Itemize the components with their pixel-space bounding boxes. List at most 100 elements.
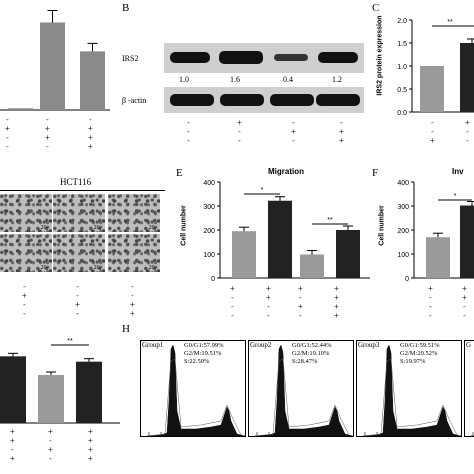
treatment-sign: + <box>465 118 470 127</box>
band <box>270 94 314 106</box>
bar <box>40 22 65 110</box>
treatment-sign: + <box>428 284 433 293</box>
y-tick-label: 100 <box>203 252 215 259</box>
treatment-sign: + <box>88 445 93 454</box>
treatment-sign: + <box>462 284 467 293</box>
cell-cycle-stat: G2/M:19.10% <box>292 350 330 357</box>
magnification-label: 20× <box>148 225 158 231</box>
treatment-sign: - <box>430 127 435 136</box>
treatment-sign: + <box>298 284 303 293</box>
cell-image: 20× <box>0 194 52 232</box>
treatment-sign: - <box>230 293 235 302</box>
y-tick-label: 2.0 <box>397 18 407 25</box>
significance-star: * <box>261 187 264 194</box>
group-label: Group2 <box>250 341 272 349</box>
panel-a-chart <box>0 10 110 111</box>
y-tick-label: 0 <box>211 276 215 282</box>
treatment-sign: - <box>22 309 27 318</box>
significance-star: * <box>454 193 457 200</box>
group-label: Group1 <box>142 341 164 349</box>
treatment-sign: + <box>75 300 80 309</box>
treatment-sign: + <box>88 133 93 142</box>
blot-value: 0.4 <box>283 75 293 84</box>
y-tick-label: 100 <box>397 252 409 259</box>
treatment-sign: - <box>465 127 470 136</box>
bar <box>8 108 33 110</box>
treatment-sign: - <box>48 454 53 463</box>
band <box>170 94 214 106</box>
cell-cycle-stat: G0/G1:57.99% <box>184 342 224 349</box>
cell-image: 20× <box>108 194 160 232</box>
magnification-label: 20× <box>148 265 158 271</box>
treatment-sign: - <box>428 302 433 311</box>
significance-star: ** <box>67 338 73 345</box>
treatment-sign: + <box>237 118 242 127</box>
treatment-sign: - <box>465 136 470 145</box>
significance-star: ** <box>327 217 333 224</box>
panel-e-letter: E <box>176 167 183 179</box>
treatment-sign: + <box>5 124 10 133</box>
treatment-sign: + <box>334 302 339 311</box>
group-label: G <box>466 341 472 349</box>
treatment-sign: - <box>339 118 344 127</box>
treatment-sign: + <box>88 124 93 133</box>
magnification-label: 20× <box>40 225 50 231</box>
treatment-sign: + <box>10 427 15 436</box>
treatment-sign: - <box>75 309 80 318</box>
blot-value: 1.0 <box>179 75 189 84</box>
treatment-sign: - <box>130 282 135 291</box>
y-tick-label: 0.0 <box>397 110 407 117</box>
panel-h-letter: H <box>122 323 130 335</box>
blot-value: 1.2 <box>332 75 342 84</box>
blot-label-irs2: IRS2 <box>122 54 139 63</box>
treatment-sign: - <box>462 311 467 320</box>
bar <box>426 237 450 278</box>
treatment-sign: - <box>22 300 27 309</box>
treatment-sign: - <box>298 311 303 320</box>
panel-d-title: HCT116 <box>60 177 92 187</box>
cell-cycle-stat: S:19.97% <box>400 358 426 365</box>
treatment-sign: + <box>10 436 15 445</box>
treatment-sign: + <box>48 427 53 436</box>
bar <box>232 231 256 278</box>
bar <box>460 43 474 112</box>
blot-actin <box>164 87 364 113</box>
treatment-sign: + <box>88 427 93 436</box>
treatment-sign: + <box>88 436 93 445</box>
treatment-sign: + <box>48 445 53 454</box>
bar <box>300 254 324 278</box>
treatment-sign: - <box>186 136 191 145</box>
treatment-sign: - <box>462 302 467 311</box>
y-tick-label: 300 <box>203 204 215 211</box>
treatment-sign: - <box>230 311 235 320</box>
panel-e-title: Migration <box>268 167 304 176</box>
treatment-sign: - <box>45 115 50 124</box>
fit-curve <box>362 358 458 436</box>
flow-histogram-panel <box>248 340 354 437</box>
treatment-sign: + <box>298 302 303 311</box>
treatment-sign: + <box>88 454 93 463</box>
bar <box>0 356 26 423</box>
cell-image: 20× <box>53 194 105 232</box>
magnification-label: 20× <box>40 265 50 271</box>
cell-cycle-stat: G2/M:19.51% <box>184 350 222 357</box>
bar <box>80 51 105 110</box>
treatment-sign: - <box>5 115 10 124</box>
significance-star: ** <box>447 19 453 26</box>
bar <box>38 375 64 423</box>
y-tick-label: 1.5 <box>397 41 407 48</box>
cell-image: 20× <box>53 234 105 272</box>
panel-e-ylabel: Cell number <box>180 205 188 246</box>
bar <box>76 361 102 423</box>
flow-histogram-panel <box>464 340 474 437</box>
treatment-sign: + <box>230 284 235 293</box>
band <box>316 94 360 106</box>
treatment-sign: - <box>186 127 191 136</box>
cell-cycle-stat: G0/G1:59.51% <box>400 342 440 349</box>
flow-histogram <box>146 344 245 436</box>
bar <box>268 200 292 278</box>
band <box>219 51 263 64</box>
magnification-label: 20× <box>93 265 103 271</box>
panel-b-letter: B <box>122 2 130 14</box>
